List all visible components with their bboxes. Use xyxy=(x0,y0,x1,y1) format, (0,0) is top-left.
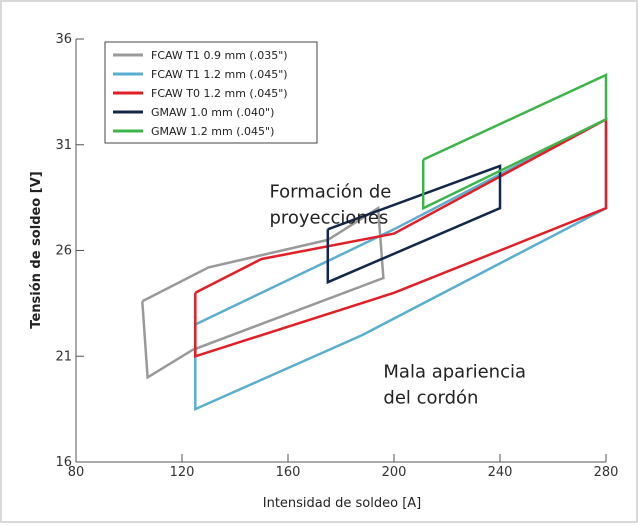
x-tick-label: 80 xyxy=(68,465,85,480)
y-tick-label: 31 xyxy=(55,138,72,153)
y-tick-label: 36 xyxy=(55,32,72,47)
legend: FCAW T1 0.9 mm (.035") FCAW T1 1.2 mm (.0… xyxy=(104,41,318,144)
x-tick-label: 160 xyxy=(276,465,301,480)
x-axis-label: Intensidad de soldeo [A] xyxy=(263,496,422,511)
y-tick-label: 21 xyxy=(55,349,72,364)
chart-annotation-line: del cordón xyxy=(383,387,478,408)
legend-entry: GMAW 1.0 mm (.040") xyxy=(151,106,274,119)
series-line-0 xyxy=(141,206,385,380)
y-tick-label: 26 xyxy=(55,244,72,259)
chart-annotation-line: Formación de xyxy=(269,182,391,203)
axes: 16 21 26 31 36 80 120 160 200 240 280 xyxy=(55,32,618,480)
chart-annotation-line: proyecciones xyxy=(269,208,388,229)
legend-entry: FCAW T1 0.9 mm (.035") xyxy=(151,49,288,62)
chart-annotation-line: Mala apariencia xyxy=(383,361,526,382)
x-tick-label: 120 xyxy=(170,465,195,480)
series-line-4 xyxy=(421,73,608,211)
x-tick-label: 240 xyxy=(488,465,513,480)
series-layer xyxy=(141,73,608,412)
x-tick-label: 200 xyxy=(382,465,407,480)
y-tick-label: 16 xyxy=(55,455,72,470)
annotation-layer: Formación de proyecciones Mala apariencia d… xyxy=(269,182,526,409)
x-tick-label: 280 xyxy=(594,465,619,480)
legend-entry: FCAW T1 1.2 mm (.045") xyxy=(151,68,288,81)
legend-entry: FCAW T0 1.2 mm (.045") xyxy=(151,87,288,100)
legend-entry: GMAW 1.2 mm (.045") xyxy=(151,125,274,138)
series-line-3 xyxy=(326,164,502,285)
y-axis-label: Tensión de soldeo [V] xyxy=(29,171,44,328)
series-line-2 xyxy=(194,117,608,359)
